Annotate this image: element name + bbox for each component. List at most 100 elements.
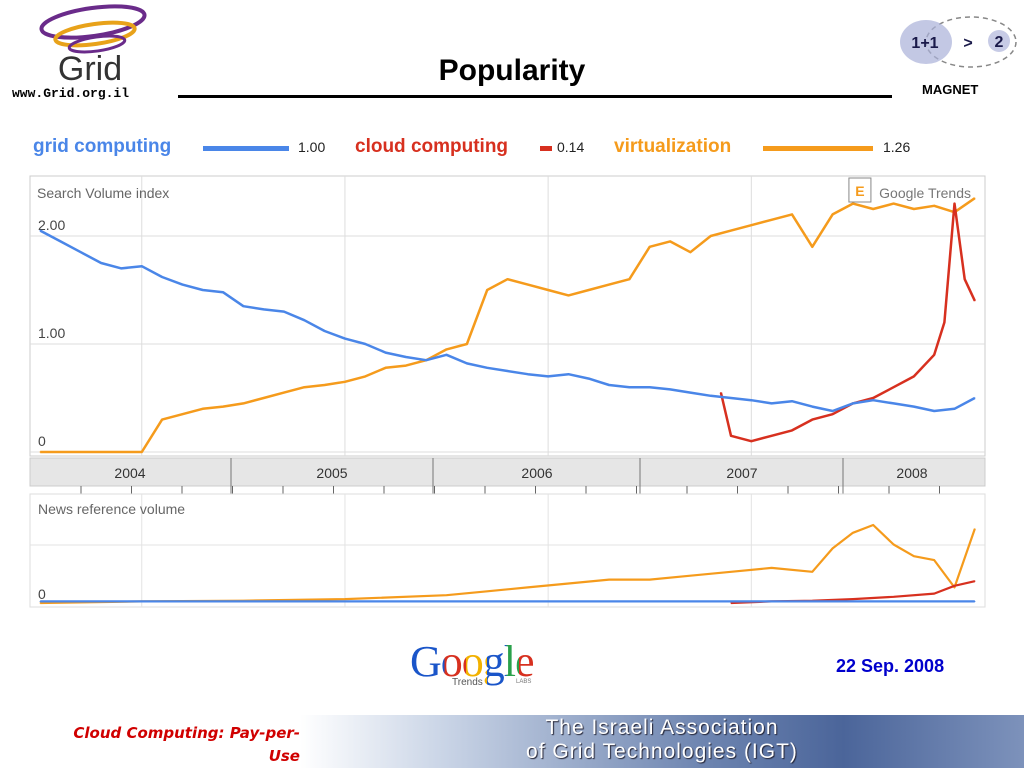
search-point	[933, 354, 935, 356]
search-point	[222, 406, 224, 408]
google-trends-label: Trends	[452, 677, 483, 688]
search-point	[202, 408, 204, 410]
search-point	[771, 435, 773, 437]
search-point	[649, 386, 651, 388]
grid-logo: Grid	[39, 4, 147, 86]
legend-label: cloud computing	[355, 136, 509, 157]
search-point	[892, 402, 895, 404]
search-point	[283, 392, 285, 394]
search-point	[384, 367, 387, 369]
search-point	[506, 370, 509, 372]
search-point	[242, 402, 244, 404]
search-point	[974, 197, 976, 199]
watermark-label: Google Trends	[879, 185, 971, 201]
y-tick-label: 0	[38, 586, 46, 602]
search-point	[710, 235, 712, 237]
news-point	[242, 600, 244, 603]
search-point	[344, 338, 346, 340]
search-point	[161, 276, 163, 278]
search-point	[324, 384, 326, 386]
legend-value: 0.14	[557, 139, 585, 155]
search-point	[750, 399, 752, 401]
search-point	[445, 354, 448, 356]
search-point	[263, 397, 265, 399]
google-trends-logo: Google	[410, 636, 535, 687]
search-point	[872, 397, 874, 399]
news-line-virtualization	[40, 523, 976, 605]
news-point	[953, 585, 956, 587]
search-point	[791, 213, 793, 215]
search-point	[161, 419, 163, 421]
magnet-formula-right: 2	[995, 34, 1004, 51]
search-point	[527, 284, 529, 286]
search-point	[689, 392, 691, 394]
legend-swatch	[763, 146, 873, 151]
search-point	[832, 213, 834, 215]
search-point	[608, 284, 610, 286]
news-point	[832, 547, 834, 550]
search-point	[588, 289, 590, 291]
search-point	[953, 408, 956, 410]
search-point	[405, 356, 407, 358]
trends-chart: Search Volume index Google Trends 2.00 1.00…	[29, 175, 986, 608]
news-point	[689, 575, 691, 577]
site-url: www.Grid.org.il	[12, 86, 130, 101]
x-tick-label: 2007	[726, 465, 757, 481]
search-point	[832, 410, 834, 412]
news-point	[608, 579, 610, 581]
footer-caption-line2: Use	[268, 747, 300, 765]
search-point	[527, 373, 529, 375]
search-point	[943, 321, 945, 323]
news-point	[445, 594, 448, 596]
search-point	[730, 397, 732, 399]
x-tick-label: 2004	[114, 465, 145, 481]
search-point	[425, 359, 427, 361]
news-point	[953, 586, 956, 589]
search-panel-frame	[29, 175, 986, 457]
search-point	[567, 294, 570, 296]
search-point	[80, 451, 82, 453]
search-point	[872, 208, 874, 210]
news-point	[39, 600, 41, 603]
annotation-flag: E	[855, 183, 864, 199]
search-point	[771, 219, 773, 221]
legend-item-cloud: cloud computing	[355, 136, 508, 158]
news-point	[892, 596, 895, 598]
search-point	[39, 230, 41, 232]
news-point	[852, 598, 854, 600]
news-point	[974, 600, 976, 603]
search-point	[953, 203, 956, 205]
footer-caption: Cloud Computing: Pay-per- Use	[40, 722, 300, 768]
search-point	[324, 330, 326, 332]
news-point	[649, 600, 651, 603]
search-point	[364, 375, 366, 377]
news-point	[527, 586, 529, 589]
search-point	[141, 265, 143, 267]
search-point	[811, 246, 813, 248]
search-point	[384, 352, 387, 354]
search-point	[811, 406, 813, 408]
search-point	[791, 429, 793, 431]
x-tick-label: 2006	[521, 465, 552, 481]
search-point	[283, 311, 285, 313]
panel-label: Search Volume index	[37, 185, 169, 201]
news-point	[974, 580, 976, 582]
magnet-formula-op: >	[963, 35, 972, 52]
search-point	[974, 300, 976, 302]
footer-banner-text: The Israeli Association of Grid Technolo…	[300, 716, 1024, 764]
search-point	[750, 440, 752, 442]
search-point	[852, 203, 854, 205]
news-point	[974, 528, 976, 530]
search-point	[445, 348, 448, 350]
search-point	[913, 375, 915, 377]
footer-caption-line1: Cloud Computing: Pay-per-	[73, 724, 300, 742]
news-point	[39, 602, 41, 604]
news-point	[730, 571, 732, 573]
search-point	[303, 319, 305, 321]
search-point	[263, 308, 265, 311]
legend-item-virtualization: virtualization	[614, 136, 731, 158]
search-point	[689, 251, 691, 253]
legend-item-grid: grid computing	[33, 136, 171, 158]
news-point	[730, 602, 732, 604]
search-point	[913, 208, 915, 210]
